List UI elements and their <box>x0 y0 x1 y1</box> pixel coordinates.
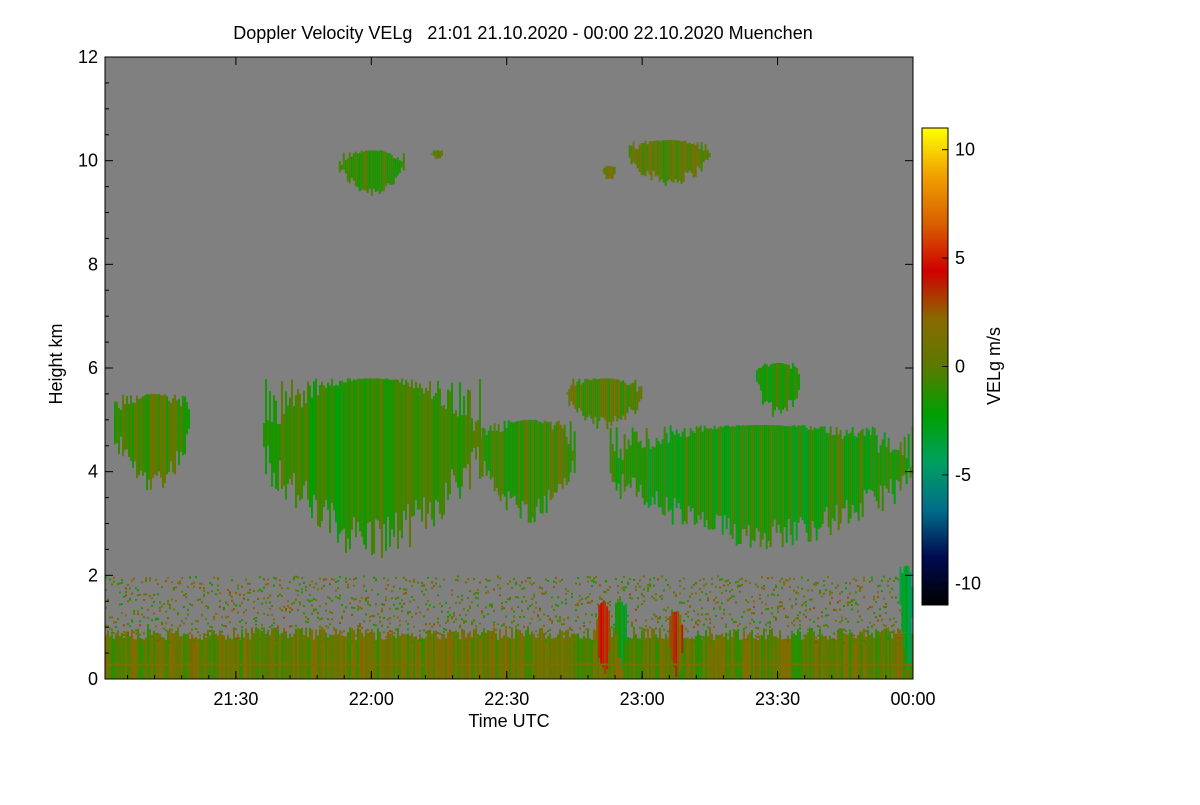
colorbar-tick-label: -10 <box>955 573 981 593</box>
y-axis: 0 2 4 6 8 10 12 <box>78 47 913 689</box>
echo-region-cirrus-patch-4 <box>628 139 711 186</box>
echo-region-precip-streak-2 <box>615 601 628 669</box>
y-axis-label: Height km <box>46 323 66 404</box>
echo-layer <box>105 139 913 679</box>
x-axis: 21:30 22:00 22:30 23:00 23:30 00:00 <box>127 57 936 709</box>
plot-background <box>105 57 913 679</box>
echo-region-cirrus-patch-3 <box>601 165 616 180</box>
ground-clutter-line <box>105 663 913 666</box>
echo-region-midlevel-layer-1 <box>114 393 191 490</box>
echo-region-midlevel-layer-5 <box>609 425 913 550</box>
x-tick-label: 22:30 <box>484 689 529 709</box>
y-tick-label: 12 <box>78 47 98 67</box>
echo-region-cirrus-patch-1 <box>338 150 405 196</box>
x-tick-label: 23:30 <box>755 689 800 709</box>
echo-region-midlevel-layer-2 <box>262 378 481 559</box>
colorbar-label: VELg m/s <box>984 327 1004 405</box>
echo-region-fallstreak-end <box>899 565 913 670</box>
colorbar-tick-label: 5 <box>955 248 965 268</box>
echo-region-midlevel-layer-6 <box>755 362 800 417</box>
y-tick-label: 0 <box>88 669 98 689</box>
x-tick-label: 00:00 <box>890 689 935 709</box>
y-tick-label: 6 <box>88 358 98 378</box>
colorbar-tick-label: 10 <box>955 140 975 160</box>
colorbar-tick-label: -5 <box>955 465 971 485</box>
x-tick-label: 22:00 <box>349 689 394 709</box>
y-tick-label: 4 <box>88 462 98 482</box>
colorbar-tick-label: 0 <box>955 357 965 377</box>
colorbar-axis: 10 5 0 -5 -10 <box>942 140 981 593</box>
chart-title: Doppler Velocity VELg 21:01 21.10.2020 -… <box>233 23 812 43</box>
x-tick-label: 21:30 <box>213 689 258 709</box>
x-axis-label: Time UTC <box>468 711 549 731</box>
x-tick-label: 23:00 <box>620 689 665 709</box>
echo-region-boundary-layer <box>105 575 913 679</box>
echo-region-precip-streak-1 <box>596 601 611 674</box>
echo-region-precip-streak-3 <box>669 611 684 677</box>
y-tick-label: 2 <box>88 565 98 585</box>
y-tick-label: 8 <box>88 254 98 274</box>
echo-region-midlevel-layer-3 <box>479 419 576 523</box>
echo-region-cirrus-patch-2 <box>430 150 443 160</box>
y-tick-label: 10 <box>78 151 98 171</box>
echo-region-midlevel-layer-4 <box>566 378 643 430</box>
